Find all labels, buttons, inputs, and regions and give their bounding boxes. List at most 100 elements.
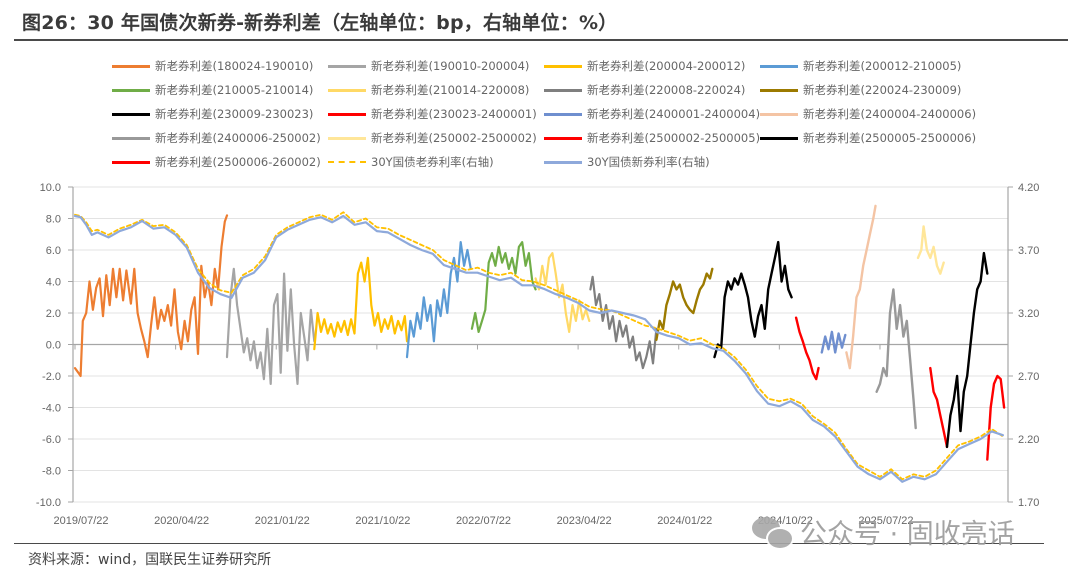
x-tick-label: 2021/01/22 <box>255 515 310 525</box>
legend-swatch <box>328 136 366 140</box>
left-tick-label: -10.0 <box>36 497 61 509</box>
legend-label: 新老券利差(230009-230023) <box>155 107 314 121</box>
legend-item: 新老券利差(210005-210014) <box>112 82 328 98</box>
legend-label: 新老券利差(200012-210005) <box>803 59 962 73</box>
legend-label: 新老券利差(190010-200004) <box>371 59 530 73</box>
legend-label: 新老券利差(220024-230009) <box>803 83 962 97</box>
source-divider <box>14 543 1044 544</box>
watermark-text: 公众号 · 固收亮话 <box>800 519 1015 550</box>
legend-label: 新老券利差(2500006-260002) <box>155 155 321 169</box>
legend-label: 新老券利差(2400001-2400004) <box>587 107 761 121</box>
left-tick-label: 10.0 <box>40 182 61 194</box>
left-tick-label: 6.0 <box>46 245 61 257</box>
legend-label: 新老券利差(2400006-250002) <box>155 131 321 145</box>
legend-swatch <box>544 136 582 140</box>
x-tick-label: 2019/07/22 <box>53 515 108 525</box>
legend-item: 新老券利差(200004-200012) <box>544 58 760 74</box>
legend-swatch <box>544 64 582 68</box>
right-tick-label: 2.20 <box>1018 434 1039 446</box>
legend-item: 新老券利差(190010-200004) <box>328 58 544 74</box>
legend-swatch <box>328 88 366 92</box>
right-tick-label: 3.20 <box>1018 308 1039 320</box>
legend-label: 新老券利差(220008-220024) <box>587 83 746 97</box>
x-tick-label: 2022/07/22 <box>456 515 511 525</box>
legend-item: 新老券利差(2400001-2400004) <box>544 106 760 122</box>
series-line <box>655 267 714 342</box>
left-tick-label: 4.0 <box>46 277 61 289</box>
legend-label: 30Y国债老券利率(右轴) <box>371 155 494 169</box>
title-divider <box>14 39 1068 41</box>
legend-item: 新老券利差(220008-220024) <box>544 82 760 98</box>
legend-label: 新老券利差(230023-2400001) <box>371 107 537 121</box>
legend-swatch <box>328 112 366 116</box>
legend-swatch <box>544 112 582 116</box>
legend-swatch <box>112 112 150 116</box>
series-line <box>589 275 658 370</box>
legend-item: 新老券利差(250002-2500002) <box>328 130 544 146</box>
watermark: 公众号 · 固收亮话 <box>752 512 1015 551</box>
legend-swatch <box>760 64 798 68</box>
legend-swatch <box>760 112 798 116</box>
series-line <box>713 240 793 359</box>
legend-item: 30Y国债老券利率(右轴) <box>328 154 544 170</box>
legend-item: 新老券利差(200012-210005) <box>760 58 976 74</box>
legend-label: 新老券利差(180024-190010) <box>155 59 314 73</box>
x-tick-label: 2023/04/22 <box>557 515 612 525</box>
legend-label: 新老券利差(200004-200012) <box>587 59 746 73</box>
x-tick-label: 2024/10/22 <box>758 515 813 525</box>
legend-item: 新老券利差(2400006-250002) <box>112 130 328 146</box>
series-line <box>74 211 1004 481</box>
series-line <box>313 256 409 351</box>
series-line <box>945 251 989 449</box>
legend-swatch <box>760 136 798 140</box>
chart-legend: 新老券利差(180024-190010) 新老券利差(190010-200004)… <box>112 54 1012 174</box>
series-line <box>986 374 1006 461</box>
legend-label: 新老券利差(250002-2500002) <box>371 131 537 145</box>
right-tick-label: 2.70 <box>1018 371 1039 383</box>
right-tick-label: 4.20 <box>1018 182 1039 194</box>
legend-swatch <box>112 64 150 68</box>
source-note: 资料来源：wind，国联民生证券研究所 <box>28 552 272 568</box>
series-line <box>916 225 945 275</box>
series-line <box>470 240 537 333</box>
legend-row: 新老券利差(210005-210014) 新老券利差(210014-220008)… <box>112 78 1012 102</box>
legend-label: 新老券利差(210005-210014) <box>155 83 314 97</box>
series-line <box>405 240 472 359</box>
legend-swatch <box>112 136 150 140</box>
legend-item: 新老券利差(180024-190010) <box>112 58 328 74</box>
series-line <box>820 330 847 354</box>
legend-swatch <box>760 88 798 92</box>
legend-row: 新老券利差(180024-190010) 新老券利差(190010-200004)… <box>112 54 1012 78</box>
legend-item: 新老券利差(2500002-2500005) <box>544 130 760 146</box>
left-tick-label: -6.0 <box>42 434 61 446</box>
legend-row: 新老券利差(2400006-250002) 新老券利差(250002-250000… <box>112 126 1012 150</box>
legend-item: 新老券利差(2500006-260002) <box>112 154 328 170</box>
legend-swatch <box>544 160 582 164</box>
series-line <box>794 316 820 381</box>
series-line <box>875 288 917 430</box>
x-tick-label: 2021/10/22 <box>355 515 410 525</box>
legend-item: 新老券利差(2500005-2500006) <box>760 130 976 146</box>
left-tick-label: -8.0 <box>42 466 61 478</box>
left-tick-label: 2.0 <box>46 308 61 320</box>
legend-item: 新老券利差(210014-220008) <box>328 82 544 98</box>
legend-swatch <box>112 88 150 92</box>
line-chart: 10.0 8.0 6.0 4.0 2.0 0.0 -2.0 -4.0 -6.0 -8.0 -10.0… <box>36 182 1040 525</box>
left-tick-label: -4.0 <box>42 403 61 415</box>
legend-swatch <box>328 161 366 163</box>
x-tick-label: 2025/07/22 <box>858 515 913 525</box>
legend-item: 新老券利差(230009-230023) <box>112 106 328 122</box>
series-line <box>929 366 949 449</box>
legend-label: 30Y国债新券利率(右轴) <box>587 155 710 169</box>
left-tick-label: -2.0 <box>42 371 61 383</box>
series-line <box>225 267 316 385</box>
x-tick-label: 2024/01/22 <box>657 515 712 525</box>
legend-swatch <box>544 88 582 92</box>
legend-item: 新老券利差(230023-2400001) <box>328 106 544 122</box>
legend-label: 新老券利差(2500005-2500006) <box>803 131 977 145</box>
left-tick-label: 8.0 <box>46 214 61 226</box>
series-line <box>845 204 877 370</box>
legend-label: 新老券利差(2500002-2500005) <box>587 131 761 145</box>
x-tick-label: 2020/04/22 <box>154 515 209 525</box>
legend-item: 30Y国债新券利率(右轴) <box>544 154 760 170</box>
